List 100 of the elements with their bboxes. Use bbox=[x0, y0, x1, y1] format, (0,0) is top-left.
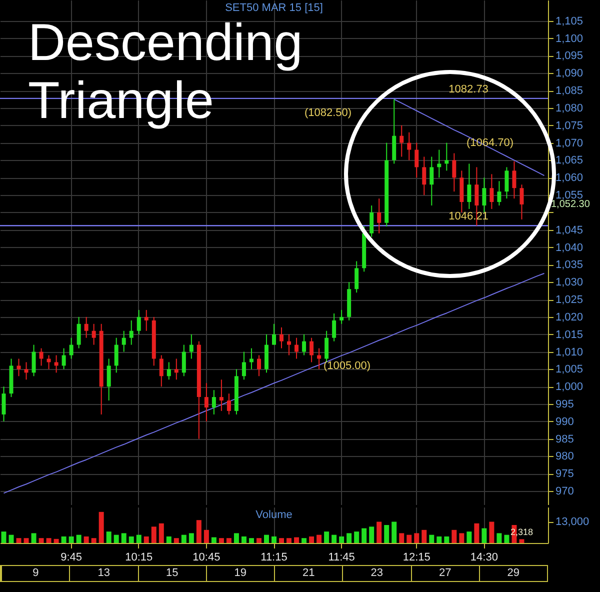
bar bbox=[1, 532, 6, 543]
bar bbox=[422, 530, 427, 543]
text: 29 bbox=[478, 566, 547, 581]
candlestick bbox=[189, 334, 194, 360]
y-tick-label: 985 bbox=[556, 433, 574, 446]
bar bbox=[76, 534, 82, 543]
bar bbox=[144, 536, 149, 543]
candlestick bbox=[62, 348, 66, 370]
y-tick-label: 1,000 bbox=[556, 381, 584, 394]
candlestick bbox=[84, 316, 88, 338]
candlestick bbox=[46, 354, 51, 370]
y-tick-label: 1,045 bbox=[556, 224, 584, 236]
candlestick bbox=[422, 156, 426, 196]
candlestick bbox=[497, 180, 502, 206]
text: 21 bbox=[274, 566, 342, 581]
text: 1,052.30 bbox=[551, 199, 590, 210]
bar bbox=[272, 536, 276, 543]
bar bbox=[38, 538, 44, 543]
bar bbox=[151, 526, 156, 543]
bar bbox=[392, 522, 397, 543]
candlestick bbox=[166, 362, 171, 380]
bar bbox=[166, 536, 172, 543]
bar bbox=[181, 534, 186, 543]
candlestick bbox=[92, 323, 96, 346]
bar bbox=[474, 523, 480, 543]
ref-line-label: 1082.73 bbox=[448, 83, 488, 96]
candlestick bbox=[69, 337, 74, 360]
bar bbox=[46, 538, 52, 543]
candlestick bbox=[280, 326, 284, 349]
candlestick bbox=[324, 330, 329, 363]
y-tick-label: 980 bbox=[556, 450, 574, 463]
candlestick bbox=[287, 334, 292, 356]
candlestick bbox=[452, 152, 456, 192]
candlestick bbox=[430, 156, 434, 206]
y-tick-label: 1,005 bbox=[556, 364, 584, 376]
candlestick bbox=[136, 309, 141, 335]
y-tick-label: 1,025 bbox=[556, 294, 584, 306]
bar bbox=[362, 528, 367, 543]
y-tick-label: 1,015 bbox=[556, 328, 584, 341]
candlestick bbox=[520, 184, 524, 220]
bar bbox=[482, 528, 487, 543]
y-tick-label: 1,105 bbox=[556, 15, 584, 28]
candlestick bbox=[370, 204, 374, 238]
bar bbox=[519, 539, 524, 543]
candlestick bbox=[32, 344, 36, 377]
x-tick-label: 11:15 bbox=[260, 552, 288, 564]
candlestick bbox=[414, 142, 419, 178]
bar bbox=[316, 534, 322, 543]
bar bbox=[399, 533, 404, 543]
y-tick-label: 995 bbox=[556, 398, 574, 410]
y-tick-label: 1,085 bbox=[556, 85, 584, 98]
candlestick bbox=[39, 348, 44, 366]
bar bbox=[188, 533, 194, 543]
y-tick-label: 1,020 bbox=[556, 311, 584, 324]
bar bbox=[256, 538, 262, 543]
bar bbox=[218, 538, 224, 543]
candlestick bbox=[219, 379, 224, 412]
candlestick bbox=[256, 354, 261, 377]
bar bbox=[24, 538, 29, 543]
bar bbox=[459, 533, 464, 543]
bar bbox=[489, 522, 494, 543]
candlestick bbox=[340, 309, 344, 324]
candlestick bbox=[512, 160, 516, 200]
candlestick bbox=[122, 330, 126, 352]
bar bbox=[279, 538, 284, 543]
bar bbox=[204, 530, 209, 543]
bar bbox=[324, 532, 330, 543]
bar bbox=[61, 536, 66, 543]
y-tick-label: 1,070 bbox=[556, 137, 584, 150]
x-tick-label: 10:15 bbox=[125, 552, 153, 564]
text: 27 bbox=[410, 566, 479, 581]
candlestick bbox=[159, 354, 164, 388]
y-tick-label: 970 bbox=[556, 486, 574, 498]
bar bbox=[346, 533, 352, 543]
candlestick bbox=[114, 337, 118, 374]
candlestick bbox=[2, 386, 6, 422]
candlestick bbox=[129, 320, 134, 346]
bar bbox=[91, 538, 96, 543]
candlestick bbox=[437, 149, 442, 178]
bar bbox=[264, 534, 269, 543]
candlestick bbox=[490, 174, 494, 210]
candlestick bbox=[76, 316, 81, 349]
y-tick-label: 1,060 bbox=[556, 172, 584, 184]
bar bbox=[106, 532, 112, 543]
bar bbox=[158, 523, 164, 543]
chart-title: SET50 MAR 15 [15] bbox=[225, 2, 323, 14]
bar bbox=[54, 538, 59, 543]
y-tick-label: 1,065 bbox=[556, 154, 584, 167]
y-tick-label: 1,080 bbox=[556, 102, 584, 114]
bar bbox=[496, 533, 502, 543]
bar bbox=[406, 534, 412, 543]
bar bbox=[211, 537, 216, 543]
bar bbox=[248, 538, 254, 543]
bar bbox=[354, 532, 360, 543]
candlestick bbox=[242, 351, 246, 380]
bar bbox=[226, 538, 232, 543]
bar bbox=[309, 536, 314, 543]
bar bbox=[84, 536, 89, 543]
candlestick bbox=[377, 198, 382, 234]
candlestick bbox=[24, 362, 28, 380]
